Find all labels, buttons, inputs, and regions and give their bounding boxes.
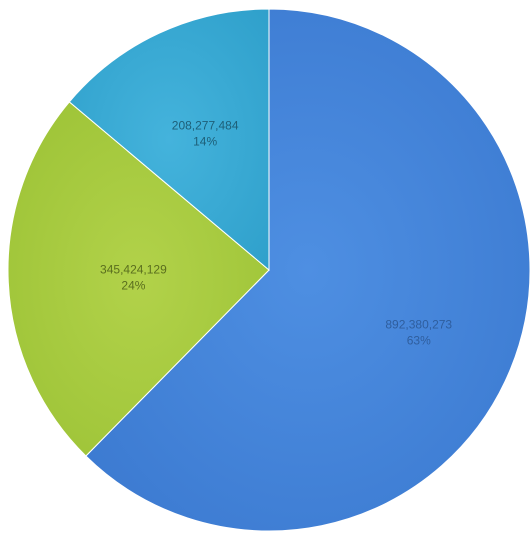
pie-labels: 892,380,273 63% 345,424,129 24% 208,277,484 1… bbox=[100, 119, 452, 348]
slice-percent-label-2: 14% bbox=[193, 135, 217, 149]
slice-percent-label-0: 63% bbox=[407, 333, 431, 347]
slice-value-label-0: 892,380,273 bbox=[385, 317, 452, 331]
pie-slices bbox=[7, 8, 530, 532]
slice-value-label-1: 345,424,129 bbox=[100, 262, 167, 276]
pie-slice-0 bbox=[85, 8, 530, 532]
slice-value-label-2: 208,277,484 bbox=[172, 119, 239, 133]
slice-percent-label-1: 24% bbox=[121, 278, 145, 292]
pie-slice-2 bbox=[68, 8, 270, 272]
pie-slice-1 bbox=[7, 101, 270, 457]
